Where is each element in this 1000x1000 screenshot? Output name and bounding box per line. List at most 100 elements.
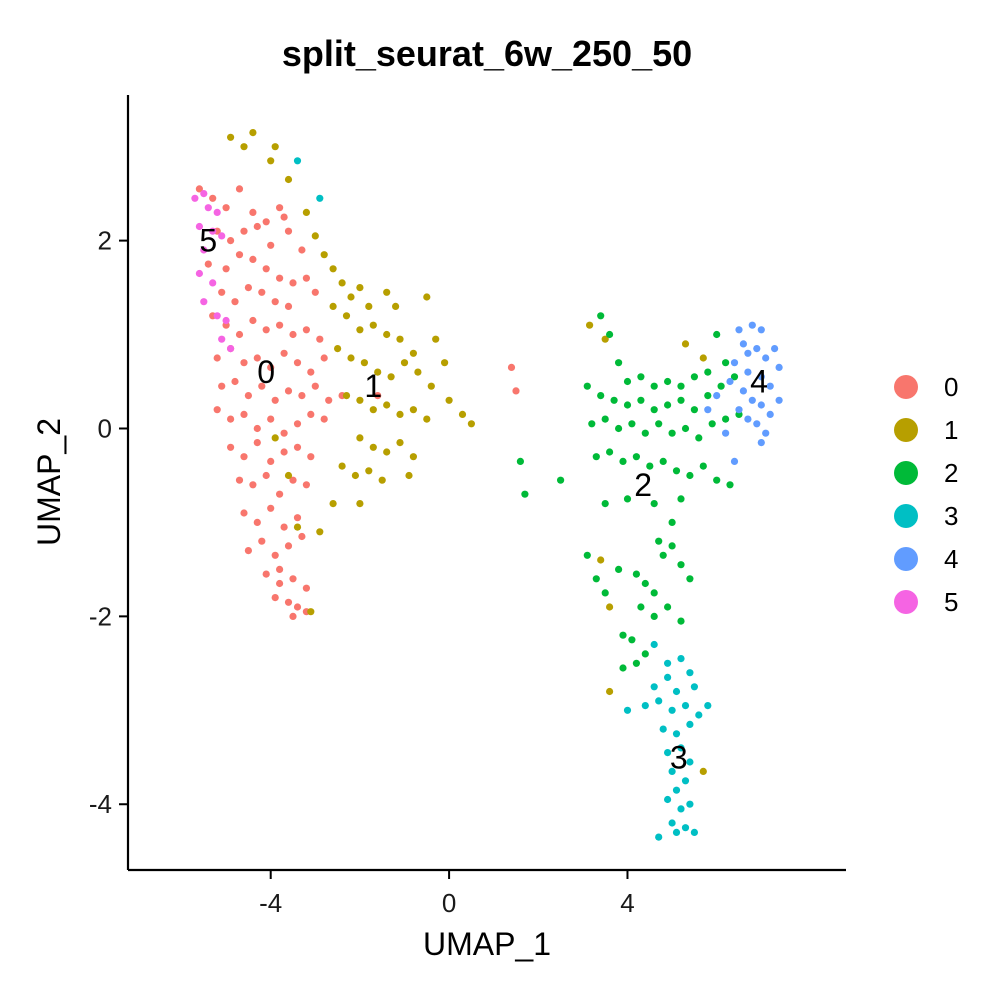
data-point (280, 448, 288, 456)
data-point (235, 185, 244, 193)
legend-item-3: 3 (894, 501, 958, 531)
y-axis-title: UMAP_2 (31, 418, 67, 546)
data-point (601, 335, 609, 343)
data-point (209, 279, 217, 287)
data-point (458, 410, 467, 418)
legend: 0 1 2 3 4 5 (894, 372, 958, 617)
cluster-label-4: 4 (750, 364, 768, 400)
data-point (646, 462, 654, 470)
data-point (681, 340, 690, 348)
data-point (606, 603, 614, 611)
data-point (655, 420, 663, 428)
data-point (664, 603, 672, 611)
data-point (195, 269, 203, 278)
data-point (213, 312, 221, 320)
data-point (672, 828, 681, 837)
data-point (432, 335, 440, 343)
data-point (307, 410, 315, 418)
data-point (267, 504, 275, 512)
data-point (240, 410, 248, 418)
series-1 (227, 129, 707, 776)
legend-swatch (894, 461, 918, 485)
data-point (195, 185, 203, 193)
data-point (659, 457, 667, 465)
legend-item-4: 4 (894, 544, 958, 574)
axes: -4 0 4 -4 -2 0 2 (89, 95, 846, 918)
data-point (267, 457, 275, 465)
data-point (668, 518, 676, 527)
data-point (374, 368, 382, 376)
cluster-label-0: 0 (257, 354, 275, 390)
data-point (253, 518, 261, 527)
data-point (632, 659, 641, 667)
data-point (623, 495, 632, 503)
data-point (677, 495, 685, 503)
data-point (334, 345, 342, 353)
data-point (708, 420, 716, 428)
data-point (302, 208, 310, 216)
data-point (298, 392, 306, 400)
data-point (690, 828, 699, 837)
data-point (262, 218, 270, 226)
data-point (757, 401, 765, 409)
data-point (726, 377, 734, 386)
data-point (267, 415, 275, 423)
data-point (378, 476, 386, 484)
data-point (284, 542, 293, 550)
data-point (641, 579, 649, 588)
data-point (262, 570, 270, 578)
data-point (592, 453, 600, 461)
data-point (762, 429, 770, 437)
data-point (262, 326, 270, 334)
data-point (739, 340, 748, 348)
data-point (356, 434, 364, 442)
data-point (320, 354, 328, 362)
data-point (218, 335, 226, 343)
data-point (302, 584, 310, 592)
data-point (271, 551, 279, 559)
data-point (209, 227, 217, 235)
data-point (284, 598, 293, 606)
data-point (293, 443, 302, 451)
data-point (244, 392, 252, 400)
data-point (267, 363, 275, 371)
data-point (271, 434, 279, 442)
data-point (637, 603, 645, 611)
data-point (695, 711, 703, 719)
data-point (681, 777, 690, 785)
data-point (659, 725, 667, 733)
data-point (365, 302, 373, 310)
data-point (276, 579, 284, 588)
data-point (204, 260, 212, 268)
data-point (293, 514, 302, 522)
legend-label: 1 (944, 415, 958, 445)
data-point (409, 406, 417, 414)
data-point (650, 382, 658, 390)
data-point (262, 265, 270, 273)
data-point (383, 330, 391, 339)
data-point (713, 330, 721, 339)
data-point (628, 636, 636, 644)
data-point (637, 373, 645, 381)
data-point (320, 415, 328, 423)
data-point (293, 157, 302, 165)
data-point (347, 293, 355, 301)
data-point (695, 434, 703, 442)
points-layer (191, 129, 783, 841)
data-point (311, 288, 319, 296)
data-point (586, 321, 594, 329)
data-point (730, 457, 739, 465)
data-point (235, 330, 244, 339)
data-point (672, 730, 681, 738)
series-0 (195, 185, 520, 621)
data-point (583, 382, 591, 390)
data-point (365, 467, 373, 475)
data-point (677, 382, 685, 390)
y-tick-label: 0 (98, 413, 112, 443)
data-point (641, 650, 649, 658)
data-point (672, 786, 681, 794)
data-point (672, 687, 681, 696)
legend-item-1: 1 (894, 415, 958, 445)
data-point (726, 481, 734, 489)
data-point (369, 443, 377, 451)
